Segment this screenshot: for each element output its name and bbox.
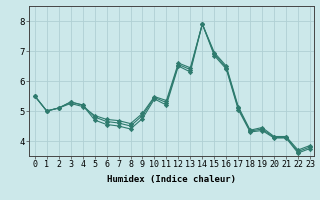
- X-axis label: Humidex (Indice chaleur): Humidex (Indice chaleur): [107, 175, 236, 184]
